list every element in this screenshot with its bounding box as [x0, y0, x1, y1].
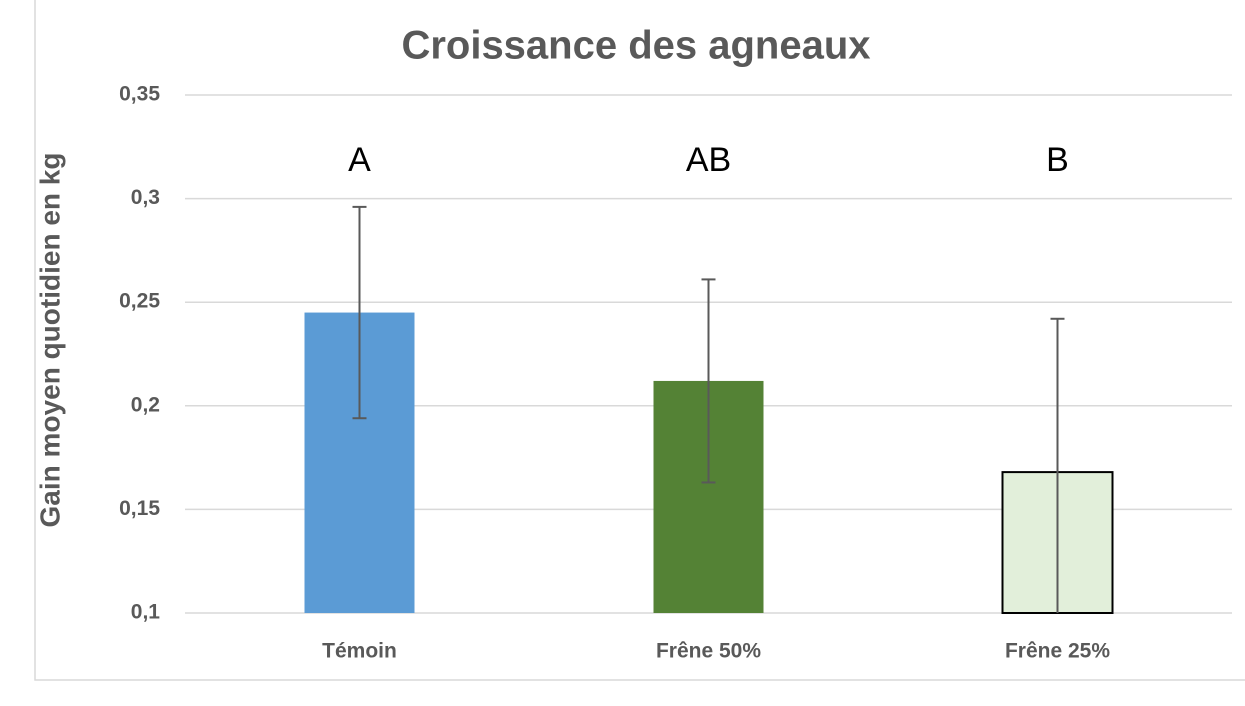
y-tick-label: 0,15: [119, 497, 160, 520]
y-tick-label: 0,35: [119, 83, 160, 106]
x-tick-label: Frêne 50%: [656, 640, 761, 663]
annotation: A: [348, 141, 371, 179]
chart-title: Croissance des agneaux: [401, 24, 870, 68]
chart-frame: [34, 0, 1245, 681]
y-tick-label: 0,25: [119, 290, 160, 313]
annotation: AB: [686, 141, 731, 179]
y-tick-label: 0,1: [131, 601, 161, 624]
y-tick-label: 0,3: [131, 186, 160, 209]
annotation: B: [1046, 141, 1069, 179]
y-axis-label: Gain moyen quotidien en kg: [34, 153, 65, 528]
x-tick-label: Frêne 25%: [1005, 640, 1110, 663]
y-tick-label: 0,2: [131, 393, 160, 416]
x-tick-label: Témoin: [322, 640, 397, 663]
